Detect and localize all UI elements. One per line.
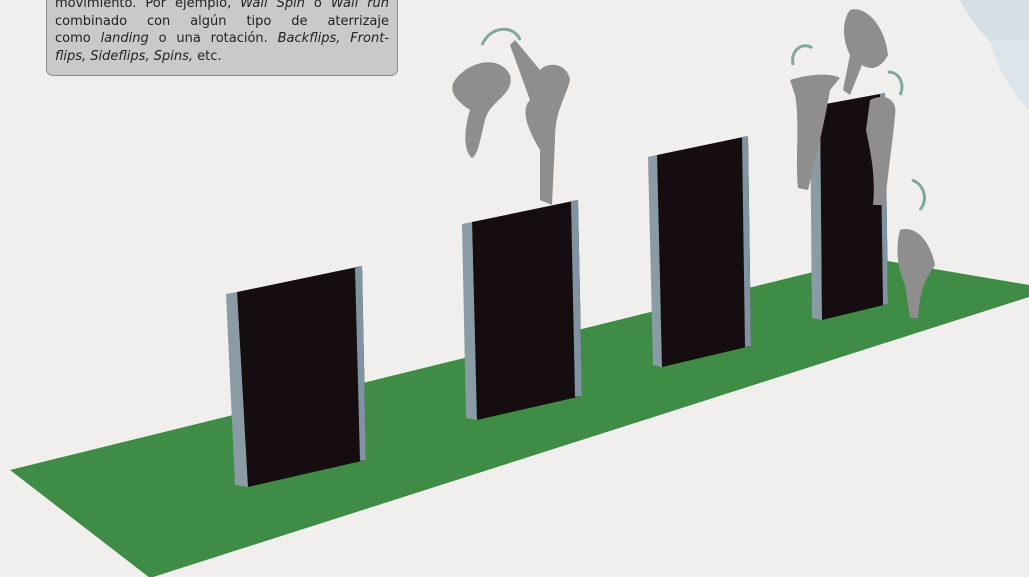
caption-text: Wall Spin <box>240 0 305 11</box>
caption-text: combinado con algún tipo de aterrizaje <box>55 13 389 29</box>
athletes <box>452 9 935 318</box>
caption-text: movimiento. Por ejemplo, <box>55 0 241 11</box>
caption-text: como <box>55 31 101 46</box>
caption-text: landing <box>100 31 149 46</box>
caption-text: Backflips, Front- <box>277 31 390 46</box>
grass-floor <box>10 258 1029 577</box>
wall-side <box>226 292 248 487</box>
caption-line: combinado con algún tipo de aterrizaje <box>55 13 389 31</box>
wall-side <box>355 266 366 461</box>
wall <box>657 136 751 367</box>
caption-text: etc. <box>192 48 222 64</box>
caption-text: Wall run <box>330 0 390 11</box>
caption-line: como landing o una rotación. Backflips, … <box>55 30 389 48</box>
wall <box>237 266 366 487</box>
caption-text: o <box>304 0 331 11</box>
caption-box: movimiento. Por ejemplo, Wall Spin o Wal… <box>46 0 398 76</box>
caption-line: flips, Sideflips, Spins, etc. <box>55 48 389 66</box>
rotation-arrows <box>480 27 926 211</box>
caption-text: o una rotación. <box>148 31 278 46</box>
wall <box>472 200 582 420</box>
wall-side <box>571 200 582 397</box>
caption-line: movimiento. Por ejemplo, Wall Spin o Wal… <box>55 0 389 13</box>
wall-side <box>648 155 662 367</box>
wall-side <box>742 136 751 347</box>
cloud <box>990 40 1029 110</box>
caption-text: flips, Sideflips, Spins, <box>55 48 193 64</box>
